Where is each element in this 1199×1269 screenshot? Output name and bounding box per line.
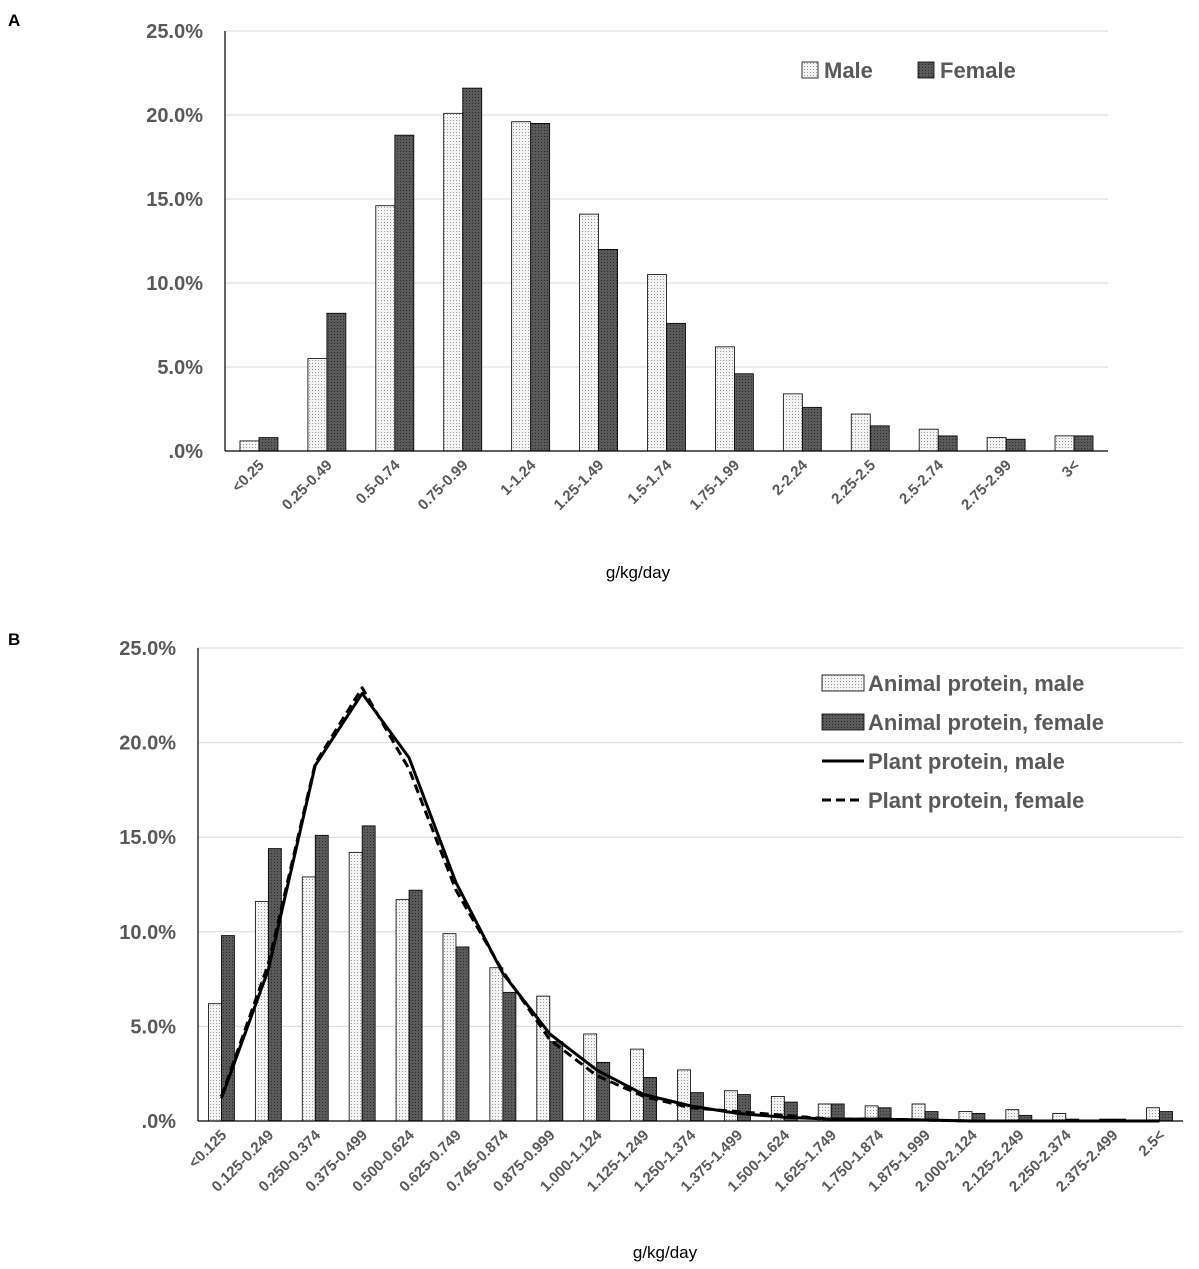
bar-female [258, 437, 279, 452]
panel-a-x-axis-label: g/kg/day [606, 563, 671, 582]
bar-male [724, 1090, 738, 1122]
y-tick-label: .0% [142, 1111, 177, 1133]
bar-female [314, 834, 329, 1122]
bar-female [502, 991, 517, 1122]
y-tick-label: 20.0% [119, 733, 176, 755]
bar-female [408, 889, 423, 1122]
legend-swatch [821, 674, 865, 692]
bar-male [301, 876, 316, 1122]
bar-male [782, 393, 803, 452]
bar-male [307, 358, 328, 452]
bar-female [326, 312, 347, 452]
bar-female [530, 123, 551, 452]
x-tick-label: 0.25-0.49 [279, 457, 336, 514]
bar-male [583, 1033, 598, 1122]
bar-female [1073, 435, 1094, 452]
x-tick-label: 3< [1059, 457, 1083, 481]
bar-male [536, 995, 551, 1122]
x-tick-label: <0.125 [186, 1127, 231, 1172]
x-tick-label: 1-1.24 [497, 456, 540, 499]
y-tick-label: 20.0% [146, 105, 203, 127]
bar-male [208, 1003, 222, 1122]
legend-label: Animal protein, male [868, 671, 1084, 696]
y-tick-label: 15.0% [146, 189, 203, 211]
panel-b-chart: .0%5.0%10.0%15.0%20.0%25.0%<0.1250.125-0… [119, 638, 1183, 1195]
x-tick-label: 0.75-0.99 [415, 457, 472, 514]
bar-male [1146, 1107, 1160, 1122]
bar-male [1054, 435, 1075, 452]
bar-male [254, 901, 269, 1122]
bar-male [489, 967, 504, 1122]
bar-male [986, 437, 1007, 452]
legend-swatch [801, 61, 819, 79]
x-tick-label: 2-2.24 [769, 456, 812, 499]
legend-label: Female [940, 58, 1016, 83]
bar-female [801, 406, 822, 452]
bar-female [734, 373, 754, 452]
bar-female [666, 322, 686, 452]
panel-b-x-axis-label: g/kg/day [633, 1243, 698, 1262]
bar-male [677, 1069, 691, 1122]
bar-female [1159, 1111, 1173, 1122]
bar-female [549, 1041, 564, 1122]
bar-female [1005, 438, 1026, 452]
bar-male [348, 851, 363, 1122]
bar-male [1005, 1109, 1020, 1122]
bar-female [394, 134, 415, 452]
bar-female [361, 825, 376, 1122]
bar-female [937, 435, 958, 452]
x-tick-label: 2.25-2.5 [828, 457, 879, 508]
bar-female [462, 87, 483, 452]
y-tick-label: 15.0% [119, 827, 176, 849]
legend-label: Plant protein, male [868, 749, 1065, 774]
y-tick-label: 25.0% [119, 638, 176, 660]
y-tick-label: .0% [169, 441, 204, 463]
x-tick-label: 1.75-1.99 [686, 457, 743, 514]
y-tick-label: 5.0% [130, 1016, 176, 1038]
bar-female [737, 1094, 751, 1122]
y-tick-label: 10.0% [119, 922, 176, 944]
x-tick-label: 0.5-0.74 [353, 456, 404, 507]
bar-male [918, 428, 939, 452]
y-tick-label: 25.0% [146, 21, 203, 43]
bar-male [442, 933, 457, 1122]
bar-male [239, 440, 260, 452]
bar-male [647, 274, 667, 452]
bar-male [850, 413, 871, 452]
bar-male [630, 1048, 644, 1122]
panel-a-letter: A [8, 11, 20, 30]
x-tick-label: 1.25-1.49 [551, 457, 608, 514]
legend-label: Animal protein, female [868, 710, 1104, 735]
y-tick-label: 5.0% [157, 357, 203, 379]
bar-female [455, 946, 470, 1122]
x-tick-label: <0.25 [229, 457, 268, 496]
bar-female [267, 848, 282, 1122]
bar-male [375, 205, 396, 452]
x-tick-label: 1.5-1.74 [624, 456, 675, 507]
legend-swatch [821, 713, 865, 731]
bar-male [715, 346, 735, 452]
legend-label: Male [824, 58, 873, 83]
bar-female [869, 425, 890, 452]
bar-male [395, 899, 410, 1122]
panel-b-letter: B [8, 630, 20, 649]
x-tick-label: 2.5-2.74 [896, 456, 947, 507]
bar-female [598, 248, 618, 452]
y-tick-label: 10.0% [146, 273, 203, 295]
x-tick-label: 2.75-2.99 [958, 457, 1015, 514]
panel-a-chart: .0% 5.0% 10.0% 15.0% 20.0% 25.0% <0.25 0.25-0.4… [146, 21, 1108, 514]
bar-male [579, 213, 599, 452]
bar-male [511, 121, 532, 452]
bar-male [443, 112, 464, 452]
legend-label: Plant protein, female [868, 788, 1084, 813]
legend-swatch [917, 61, 935, 79]
x-tick-label: 2.5< [1135, 1127, 1168, 1160]
